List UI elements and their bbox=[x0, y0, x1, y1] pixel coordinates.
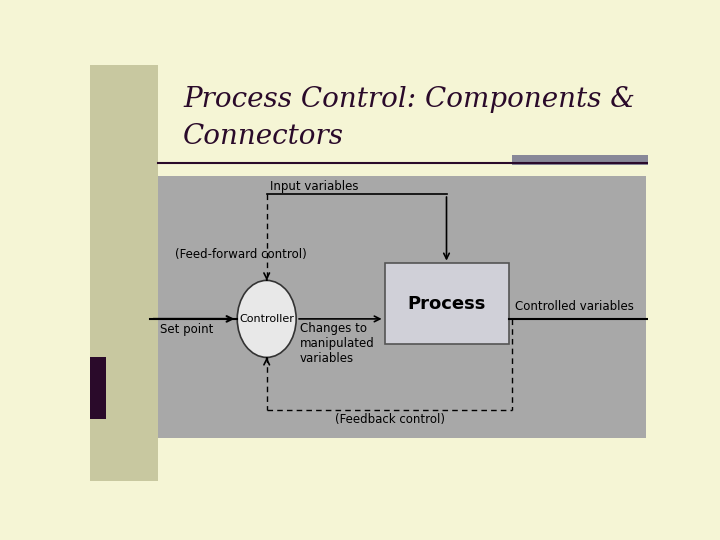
Text: Process: Process bbox=[408, 295, 486, 313]
Text: Process Control: Components &: Process Control: Components & bbox=[183, 86, 635, 113]
Bar bbox=[384, 264, 508, 345]
Bar bbox=[158, 177, 647, 438]
Text: (Feed-forward control): (Feed-forward control) bbox=[175, 248, 307, 261]
Bar bbox=[90, 357, 106, 419]
Text: Connectors: Connectors bbox=[183, 123, 344, 150]
Text: Controlled variables: Controlled variables bbox=[515, 300, 634, 313]
Text: Controller: Controller bbox=[239, 314, 294, 324]
Text: (Feedback control): (Feedback control) bbox=[335, 413, 444, 426]
Text: Input variables: Input variables bbox=[270, 180, 359, 193]
Bar bbox=[513, 155, 648, 165]
Ellipse shape bbox=[238, 280, 296, 357]
Bar bbox=[90, 65, 158, 481]
Text: Changes to
manipulated
variables: Changes to manipulated variables bbox=[300, 322, 375, 365]
Text: Set point: Set point bbox=[160, 323, 213, 336]
